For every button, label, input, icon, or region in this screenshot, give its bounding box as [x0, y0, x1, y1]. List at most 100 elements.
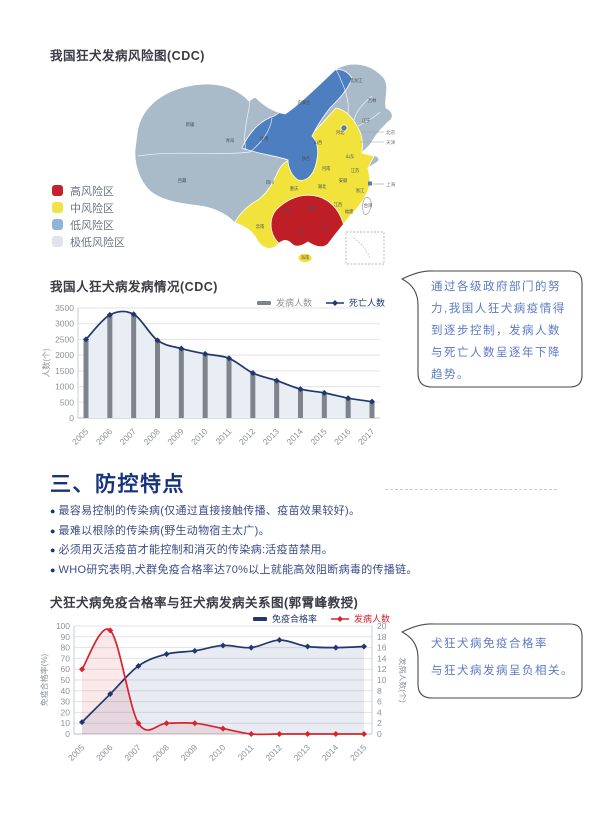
- svg-text:2006: 2006: [94, 426, 115, 447]
- province-label: 西藏: [178, 177, 187, 184]
- svg-text:40: 40: [61, 686, 71, 696]
- svg-text:2015: 2015: [308, 426, 329, 447]
- province-label: 湖北: [318, 183, 327, 190]
- province-label: 河北: [336, 129, 345, 136]
- deaths-legend-swatch: [325, 299, 344, 306]
- svg-text:2014: 2014: [320, 742, 341, 763]
- province-label: 安徽: [339, 177, 348, 184]
- bullet-item: 最容易控制的传染病(仅通过直接接触传播、疫苗效果较好)。: [50, 502, 430, 522]
- svg-text:3500: 3500: [55, 303, 74, 313]
- province-label: 台湾: [364, 202, 373, 209]
- svg-text:50: 50: [61, 675, 71, 685]
- svg-text:20: 20: [61, 707, 71, 717]
- svg-text:2015: 2015: [348, 742, 369, 763]
- svg-text:2013: 2013: [292, 742, 313, 763]
- province-label: 新疆: [186, 121, 195, 128]
- svg-text:20: 20: [377, 621, 387, 631]
- cases-legend-label: 发病人数: [275, 298, 312, 308]
- svg-text:2007: 2007: [122, 742, 143, 763]
- svg-text:12: 12: [377, 664, 387, 674]
- svg-text:1500: 1500: [55, 366, 74, 376]
- bullet-item: 最难以根除的传染病(野生动物宿主太广)。: [50, 522, 430, 542]
- svg-text:3000: 3000: [55, 319, 74, 329]
- svg-text:2008: 2008: [141, 426, 162, 447]
- speech-bubble-correlation: 犬狂犬病免疫合格率 与狂犬病发病呈负相关。: [400, 620, 586, 702]
- bars: [83, 314, 375, 418]
- svg-text:2009: 2009: [165, 426, 186, 447]
- callout-label: 北京: [386, 129, 396, 136]
- risk-legend-label: 中风险区: [70, 202, 114, 215]
- province-label: 山东: [346, 153, 355, 160]
- province-label: 青海: [226, 137, 235, 144]
- map-callouts: [360, 131, 384, 185]
- svg-text:100: 100: [56, 621, 70, 631]
- svg-text:30: 30: [61, 697, 71, 707]
- svg-text:2014: 2014: [284, 426, 305, 447]
- province-label: 黑龙江: [350, 77, 364, 84]
- svg-text:6: 6: [377, 697, 382, 707]
- callout-label: 天津: [386, 139, 396, 146]
- left-axis-title: 免疫合格率(%): [39, 653, 49, 706]
- province-label: 辽宁: [362, 117, 371, 124]
- risk-legend-item: 低风险区: [52, 216, 125, 233]
- deaths-markers: [83, 311, 375, 405]
- incidence-legend-swatch: [330, 615, 349, 622]
- svg-text:0: 0: [69, 413, 74, 423]
- province-label: 四川: [266, 180, 275, 185]
- svg-text:2013: 2013: [261, 426, 282, 447]
- deaths-legend-label: 死亡人数: [348, 298, 385, 308]
- svg-text:2005: 2005: [66, 742, 87, 763]
- risk-legend-label: 极低风险区: [70, 236, 125, 249]
- svg-text:500: 500: [60, 397, 74, 407]
- province-label: 重庆: [290, 185, 299, 192]
- province-label: 福建: [345, 208, 354, 215]
- cases-chart-title: 我国人狂犬病发病情况(CDC): [50, 280, 218, 294]
- svg-text:70: 70: [61, 653, 71, 663]
- svg-text:10: 10: [61, 718, 71, 728]
- risk-legend-label: 低风险区: [70, 219, 114, 232]
- incidence-line: [81, 628, 364, 736]
- risk-map-legend: 高风险区中风险区低风险区极低风险区: [52, 182, 125, 250]
- province-label: 江苏: [351, 167, 360, 174]
- mainland-outline: [134, 63, 393, 249]
- immunity-chart-legend: 免疫合格率 发病人数: [30, 612, 390, 625]
- south-china-sea-inset: [345, 231, 385, 265]
- cases-chart-legend: 发病人数 死亡人数: [30, 296, 385, 309]
- cases-legend-swatch: [256, 300, 271, 305]
- svg-text:14: 14: [377, 653, 387, 663]
- callout-label: 上海: [386, 181, 396, 188]
- svg-text:0: 0: [65, 729, 70, 739]
- svg-text:16: 16: [377, 643, 387, 653]
- province-label: 甘肃: [260, 135, 269, 142]
- svg-text:10: 10: [377, 675, 387, 685]
- section-heading: 三、防控特点: [50, 473, 185, 496]
- dotted-rule: [385, 489, 557, 490]
- svg-text:2009: 2009: [179, 742, 200, 763]
- bubble-text: 犬狂犬病免疫合格率 与狂犬病发病呈负相关。: [431, 638, 574, 677]
- svg-text:2010: 2010: [189, 426, 210, 447]
- svg-text:2011: 2011: [213, 426, 233, 446]
- svg-text:90: 90: [61, 632, 71, 642]
- svg-text:2016: 2016: [332, 426, 353, 447]
- risk-legend-swatch: [52, 219, 63, 230]
- svg-text:2: 2: [377, 718, 382, 728]
- svg-text:2007: 2007: [118, 426, 139, 447]
- region-hainan: [297, 253, 313, 263]
- svg-text:2006: 2006: [94, 742, 115, 763]
- province-label: 江西: [334, 201, 343, 208]
- right-axis-title: 发病人数(个): [398, 657, 406, 703]
- region-taiwan: [362, 197, 372, 215]
- svg-text:1000: 1000: [55, 382, 74, 392]
- bullet-item: 必须用灭活疫苗才能控制和消灭的传染病:活疫苗禁用。: [50, 541, 430, 561]
- svg-text:8: 8: [377, 686, 382, 696]
- bubble-text: 通过各级政府部门的努 力,我国人狂犬病疫情得 到逐步控制，发病人数 与死亡人数呈…: [431, 281, 566, 381]
- speech-bubble-outline: [401, 623, 583, 699]
- svg-text:2012: 2012: [237, 426, 258, 447]
- risk-legend-label: 高风险区: [70, 185, 114, 198]
- svg-text:80: 80: [61, 643, 71, 653]
- province-borders: [137, 68, 381, 157]
- svg-text:18: 18: [377, 632, 387, 642]
